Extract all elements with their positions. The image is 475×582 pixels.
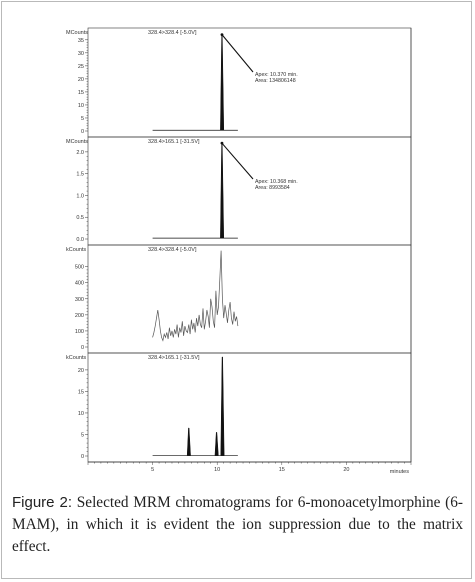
y-unit-label: MCounts bbox=[66, 30, 88, 36]
apex-label: Apex: 10.368 min. bbox=[255, 179, 298, 185]
y-tick-label: 500 bbox=[75, 265, 84, 271]
panel-frame bbox=[87, 352, 412, 463]
y-unit-label: kCounts bbox=[66, 247, 86, 253]
panel-frame bbox=[87, 244, 412, 354]
peak-2 bbox=[214, 432, 219, 456]
apex-label: Apex: 10.370 min. bbox=[255, 72, 298, 78]
y-tick-label: 10 bbox=[78, 411, 84, 417]
y-tick-label: 35 bbox=[78, 38, 84, 44]
y-tick-label: 400 bbox=[75, 281, 84, 287]
signal-trace bbox=[152, 250, 239, 342]
y-unit-label: kCounts bbox=[66, 355, 86, 361]
y-tick-label: 25 bbox=[78, 64, 84, 70]
y-tick-label: 20 bbox=[78, 77, 84, 83]
transition-title: 328.4>165.1 [-31.5V] bbox=[148, 139, 200, 145]
peak-1 bbox=[220, 142, 225, 239]
y-tick-label: 15 bbox=[78, 389, 84, 395]
y-tick-label: 0 bbox=[81, 345, 84, 351]
chromatogram-panel-2: MCounts 328.4>165.1 [-31.5V] 0.0 0.5 1.0 1.5 2… bbox=[66, 136, 412, 246]
y-unit-label: MCounts bbox=[66, 139, 88, 145]
peak-1 bbox=[186, 427, 191, 456]
panel-frame bbox=[87, 136, 412, 246]
area-label: Area: 8993584 bbox=[255, 185, 290, 191]
panel-frame bbox=[87, 27, 412, 138]
caption-text: Selected MRM chromatograms for 6-monoace… bbox=[12, 494, 463, 555]
y-tick-label: 5 bbox=[81, 432, 84, 438]
y-tick-label: 200 bbox=[75, 313, 84, 319]
x-tick-label: 15 bbox=[279, 467, 285, 473]
transition-title: 328.4>328.4 [-5.0V] bbox=[148, 247, 197, 253]
apex-leader-line bbox=[221, 142, 254, 180]
y-tick-label: 10 bbox=[78, 103, 84, 109]
transition-title: 328.4>165.1 [-31.5V] bbox=[148, 355, 200, 361]
x-tick-label: 5 bbox=[151, 467, 154, 473]
chromatogram-panel-3: kCounts 328.4>328.4 [-5.0V] 0 100 200 300 400 5… bbox=[66, 244, 412, 354]
x-tick-label: 10 bbox=[214, 467, 220, 473]
y-tick-label: 0 bbox=[81, 454, 84, 460]
y-tick-label: 15 bbox=[78, 90, 84, 96]
y-tick-label: 0.0 bbox=[76, 237, 84, 243]
y-tick-label: 1.0 bbox=[76, 193, 84, 199]
y-tick-label: 0 bbox=[81, 129, 84, 135]
x-axis: 5 10 15 20 minutes bbox=[87, 461, 412, 475]
apex-leader-line bbox=[221, 34, 254, 73]
y-tick-label: 100 bbox=[75, 329, 84, 335]
caption-figure-label: Figure 2: bbox=[12, 494, 73, 511]
x-unit-label: minutes bbox=[390, 469, 410, 475]
y-tick-label: 2.0 bbox=[76, 150, 84, 156]
y-tick-label: 5 bbox=[81, 116, 84, 122]
y-tick-label: 30 bbox=[78, 51, 84, 57]
y-tick-label: 300 bbox=[75, 297, 84, 303]
chromatogram-panel-1: MCounts 328.4>328.4 [-5.0V] 0 5 10 15 20 25 30 35… bbox=[66, 27, 412, 138]
figure-caption: Figure 2: Selected MRM chromatograms for… bbox=[12, 492, 463, 558]
transition-title: 328.4>328.4 [-5.0V] bbox=[148, 30, 197, 36]
peak-1 bbox=[220, 34, 225, 131]
x-tick-label: 20 bbox=[343, 467, 349, 473]
y-tick-label: 20 bbox=[78, 368, 84, 374]
y-tick-label: 1.5 bbox=[76, 172, 84, 178]
chromatogram-panel-4: kCounts 328.4>165.1 [-31.5V] 0 5 10 15 20 bbox=[66, 352, 412, 463]
y-tick-label: 0.5 bbox=[76, 215, 84, 221]
peak-3 bbox=[220, 356, 225, 456]
area-label: Area: 134806148 bbox=[255, 78, 296, 84]
